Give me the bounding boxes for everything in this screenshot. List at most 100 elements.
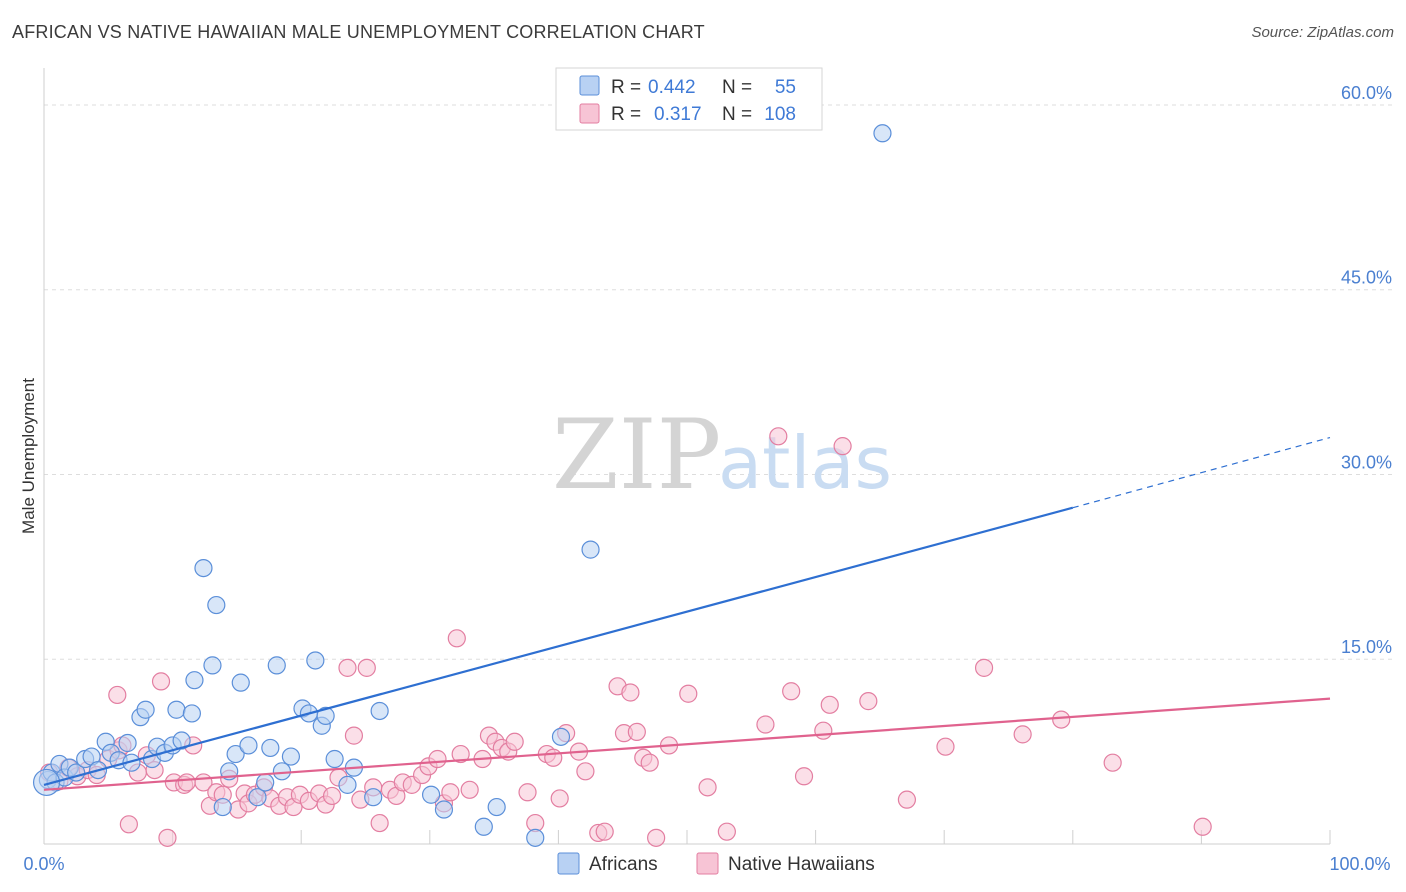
africans-point: [316, 706, 335, 725]
stats-legend-box: [555, 67, 823, 131]
africans-point: [421, 785, 441, 804]
native-hawaiians-point: [936, 737, 955, 756]
africans-point: [194, 558, 213, 578]
africans-point: [474, 817, 493, 836]
native-hawaiians-point: [1052, 710, 1071, 729]
africans-point: [272, 762, 292, 781]
native-hawaiians-point: [820, 695, 839, 714]
native-hawaiians-point: [370, 813, 389, 833]
native-hawaiians-point: [627, 722, 646, 742]
africans-point: [325, 749, 344, 769]
africans-point: [136, 700, 155, 719]
native-hawaiians-point: [544, 748, 563, 767]
africans-point: [581, 540, 600, 559]
native-hawaiians-point: [1193, 817, 1212, 836]
y-tick-label: 60.0%: [1341, 83, 1392, 103]
series-legend-label-africans: Africans: [589, 854, 658, 875]
native-hawaiians-point: [647, 828, 666, 847]
africans-point: [239, 736, 258, 755]
native-hawaiians-point: [1013, 725, 1032, 744]
native-hawaiians-point: [322, 786, 342, 806]
y-tick-label: 45.0%: [1341, 268, 1392, 288]
africans-point: [226, 744, 245, 764]
africans-point: [370, 701, 389, 721]
series-legend-swatch-africans: [557, 852, 580, 875]
series-legend: Africans Native Hawaiians: [557, 852, 875, 875]
native-hawaiians-point: [451, 744, 470, 764]
native-hawaiians-point: [357, 658, 376, 677]
native-hawaiians-point: [897, 790, 917, 809]
legend-n-value-native-hawaiians: 108: [764, 104, 796, 125]
africans-point: [551, 727, 571, 746]
y-axis-label: Male Unemployment: [19, 378, 38, 534]
native-hawaiians-point: [794, 767, 814, 786]
native-hawaiians-point: [119, 815, 138, 834]
native-hawaiians-point: [814, 721, 833, 740]
native-hawaiians-point: [859, 692, 878, 711]
watermark-atlas: atlas: [718, 421, 892, 505]
legend-n-label-africans: N =: [722, 77, 752, 98]
africans-trend-line: [43, 506, 1074, 786]
x-tick-marks: [172, 830, 1331, 844]
y-tick-label: 15.0%: [1341, 637, 1392, 657]
series-legend-swatch-native-hawaiians: [696, 852, 719, 875]
native-hawaiians-point: [974, 658, 994, 677]
africans-points: [32, 124, 892, 847]
native-hawaiians-point: [782, 682, 801, 701]
legend-swatch-native-hawaiians: [579, 103, 600, 124]
africans-point: [231, 673, 250, 692]
legend-r-value-native-hawaiians: 0.317: [654, 104, 702, 125]
series-legend-label-native-hawaiians: Native Hawaiians: [728, 854, 875, 875]
legend-swatch-africans: [579, 75, 600, 96]
africans-point: [281, 747, 301, 766]
africans-point: [267, 656, 286, 675]
native-hawaiians-point: [518, 783, 537, 802]
africans-point: [185, 671, 204, 690]
africans-point: [182, 704, 201, 723]
africans-point: [487, 797, 506, 817]
native-hawaiians-point: [756, 715, 775, 734]
native-hawaiians-point: [428, 749, 447, 769]
africans-point: [261, 738, 280, 758]
native-hawaiians-point: [151, 672, 171, 691]
africans-point: [364, 788, 383, 807]
native-hawaiians-point: [550, 789, 569, 808]
x-tick-label-min: 0.0%: [23, 854, 64, 874]
x-tick-label-max: 100.0%: [1329, 854, 1390, 874]
native-hawaiians-point: [441, 783, 460, 802]
africans-point: [167, 700, 186, 719]
native-hawaiians-point: [717, 822, 736, 841]
africans-point: [248, 788, 267, 807]
chart-title: AFRICAN VS NATIVE HAWAIIAN MALE UNEMPLOY…: [12, 22, 705, 42]
legend-n-value-africans: 55: [775, 77, 796, 98]
y-tick-labels: 15.0% 30.0% 45.0% 60.0%: [1341, 83, 1392, 657]
africans-point: [338, 775, 357, 794]
native-hawaiians-point: [447, 629, 466, 648]
native-hawaiians-trend-line: [43, 697, 1331, 791]
africans-trend-line-extension: [1072, 436, 1331, 509]
trend-lines: [43, 436, 1331, 791]
africans-point: [873, 124, 892, 143]
legend-r-value-africans: 0.442: [648, 77, 696, 98]
africans-point: [207, 595, 226, 615]
africans-point: [306, 651, 325, 670]
native-hawaiians-point: [158, 828, 177, 847]
africans-point: [526, 828, 545, 847]
africans-point: [434, 800, 454, 819]
grid-lines: [44, 104, 1394, 660]
native-hawaiians-point: [595, 822, 614, 841]
native-hawaiians-point: [640, 753, 659, 772]
native-hawaiians-point: [621, 683, 640, 702]
native-hawaiians-point: [698, 778, 717, 797]
native-hawaiians-point: [576, 762, 595, 781]
native-hawaiians-point: [338, 658, 357, 677]
source-label: Source: ZipAtlas.com: [1251, 24, 1394, 41]
native-hawaiians-point: [344, 726, 364, 745]
native-hawaiians-point: [505, 732, 524, 751]
legend-r-label-native-hawaiians: R =: [611, 104, 641, 125]
y-tick-label: 30.0%: [1341, 452, 1392, 472]
africans-point: [118, 733, 137, 753]
africans-point: [172, 731, 191, 750]
native-hawaiians-point: [833, 437, 852, 456]
